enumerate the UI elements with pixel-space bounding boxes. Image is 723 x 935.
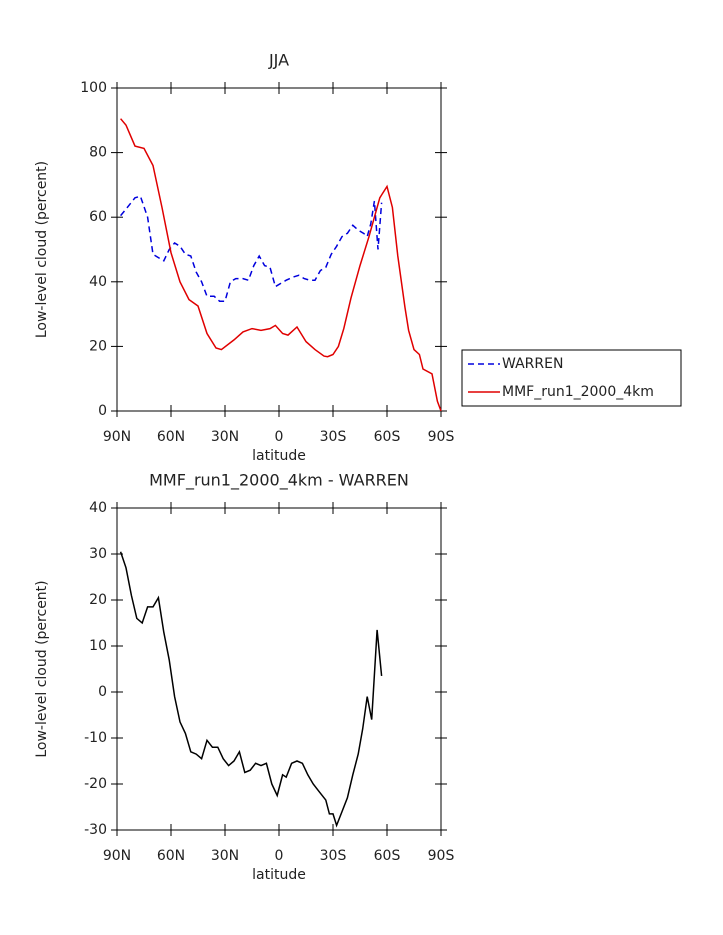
x-tick-label: 30N bbox=[211, 429, 239, 445]
y-tick-label: 20 bbox=[89, 338, 107, 354]
y-tick-label: 10 bbox=[89, 638, 107, 654]
y-tick-label: 80 bbox=[89, 145, 107, 161]
y-tick-label: -30 bbox=[84, 822, 107, 838]
legend-label: MMF_run1_2000_4km bbox=[502, 384, 654, 400]
x-tick-label: 60N bbox=[157, 429, 185, 445]
x-axis-label: latitude bbox=[252, 448, 306, 464]
y-tick-label: 40 bbox=[89, 274, 107, 290]
legend-label: WARREN bbox=[502, 356, 563, 372]
x-tick-label: 0 bbox=[275, 848, 284, 864]
x-tick-label: 30S bbox=[320, 848, 347, 864]
y-tick-label: 60 bbox=[89, 209, 107, 225]
x-tick-label: 90N bbox=[103, 848, 131, 864]
y-axis-label: Low-level cloud (percent) bbox=[34, 161, 50, 338]
y-tick-label: 0 bbox=[98, 684, 107, 700]
data-line bbox=[120, 118, 442, 412]
x-tick-label: 30S bbox=[320, 429, 347, 445]
y-tick-label: 100 bbox=[80, 80, 107, 96]
x-axis-label: latitude bbox=[252, 867, 306, 883]
data-line bbox=[120, 195, 383, 302]
y-axis-label: Low-level cloud (percent) bbox=[34, 580, 50, 757]
x-tick-label: 90N bbox=[103, 429, 131, 445]
y-tick-label: -20 bbox=[84, 776, 107, 792]
chart-title: MMF_run1_2000_4km - WARREN bbox=[149, 471, 409, 491]
plot-frame bbox=[116, 87, 442, 412]
chart-title: JJA bbox=[268, 51, 289, 70]
y-tick-label: 0 bbox=[98, 403, 107, 419]
x-tick-label: 60S bbox=[374, 848, 401, 864]
x-tick-label: 30N bbox=[211, 848, 239, 864]
y-tick-label: 20 bbox=[89, 592, 107, 608]
plot-frame bbox=[116, 507, 442, 831]
x-tick-label: 60N bbox=[157, 848, 185, 864]
x-tick-label: 0 bbox=[275, 429, 284, 445]
data-line bbox=[119, 551, 383, 828]
y-tick-label: 40 bbox=[89, 500, 107, 516]
y-tick-label: 30 bbox=[89, 546, 107, 562]
x-tick-label: 90S bbox=[428, 848, 455, 864]
legend-box bbox=[461, 349, 682, 407]
x-tick-label: 60S bbox=[374, 429, 401, 445]
x-tick-label: 90S bbox=[428, 429, 455, 445]
y-tick-label: -10 bbox=[84, 730, 107, 746]
